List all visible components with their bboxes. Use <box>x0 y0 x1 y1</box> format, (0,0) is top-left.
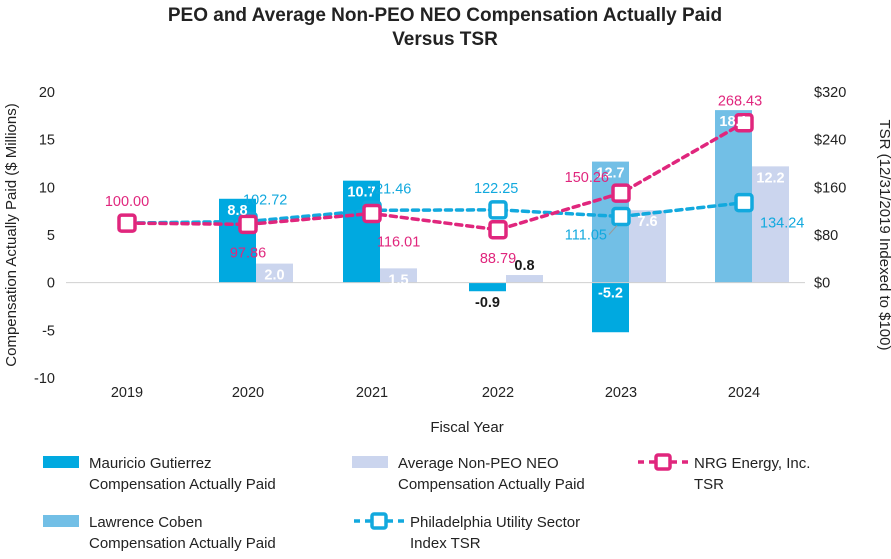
legend-label-line1: Mauricio Gutierrez <box>89 455 212 472</box>
line-nrg-tsr-marker <box>734 112 754 133</box>
bar-non-peo-label: 1.5 <box>388 272 408 288</box>
chart-svg: PEO and Average Non-PEO NEO Compensation… <box>3 5 891 436</box>
x-tick-label: 2019 <box>111 385 143 401</box>
line-nrg-tsr-label: 88.79 <box>480 251 516 267</box>
legend-lawrence-coben: Lawrence Coben Compensation Actually Paid <box>43 512 293 556</box>
line-nrg-tsr-marker <box>488 220 508 240</box>
legend-label-line1: Philadelphia Utility Sector <box>410 514 581 531</box>
line-nrg-tsr-label: 150.26 <box>565 170 609 186</box>
x-tick-label: 2024 <box>728 385 760 401</box>
bar-non-peo-label: 0.8 <box>514 258 534 274</box>
y2-tick-label: $320 <box>814 85 846 101</box>
x-tick-label: 2023 <box>605 385 637 401</box>
x-tick-label: 2022 <box>482 385 514 401</box>
line-nrg-tsr <box>125 120 746 232</box>
bar-non-peo <box>629 210 666 283</box>
y-tick-label: -10 <box>34 371 55 387</box>
bar-gutierrez-label: -0.9 <box>475 295 500 311</box>
legend-label: Mauricio Gutierrez Compensation Actually … <box>89 453 319 495</box>
y-axis-right: $0 $80 $160 $240 $320 <box>814 85 846 292</box>
legend-mauricio-gutierrez: Mauricio Gutierrez Compensation Actually … <box>43 453 293 497</box>
y-tick-label: -5 <box>42 323 55 339</box>
bars-layer <box>219 110 789 333</box>
legend-swatch <box>43 515 79 527</box>
bar-non-peo-label: 2.0 <box>264 268 284 284</box>
chart-title: PEO and Average Non-PEO NEO Compensation… <box>168 5 722 26</box>
legend-label-line2: Compensation Actually Paid <box>398 476 585 493</box>
y-tick-label: 5 <box>47 228 55 244</box>
line-philadelphia-tsr-label: 122.25 <box>474 181 518 197</box>
bar-gutierrez <box>343 180 380 283</box>
legend-line-marker <box>636 453 692 477</box>
bar-non-peo <box>256 263 293 283</box>
line-philadelphia-tsr-label: 134.24 <box>760 216 804 232</box>
bar-non-peo-label: 7.6 <box>637 214 657 230</box>
bar-non-peo <box>380 268 417 283</box>
y2-tick-label: $240 <box>814 133 846 149</box>
legend-label-line1: Average Non-PEO NEO <box>398 455 559 472</box>
line-nrg-tsr-marker <box>611 183 631 203</box>
x-tick-label: 2021 <box>356 385 388 401</box>
legend-label: NRG Energy, Inc. TSR <box>694 453 891 495</box>
legend-label-line1: Lawrence Coben <box>89 514 203 531</box>
y2-axis-title: TSR (12/31/2019 Indexed to $100) <box>876 120 891 351</box>
line-philadelphia-tsr-label: 111.05 <box>565 227 607 243</box>
data-labels-layer: 8.8 10.7 -0.9 -5.2 12.7 18.1 2.0 1.5 0.8 7.6 12.2 1… <box>105 94 805 312</box>
y-axis-title: Compensation Actually Paid ($ Millions) <box>3 103 20 366</box>
line-philadelphia-tsr-label: 102.72 <box>243 192 287 208</box>
x-axis: 2019 2020 2021 2022 2023 2024 <box>66 282 805 401</box>
line-nrg-tsr-label: 116.01 <box>377 235 420 251</box>
legend-label: Philadelphia Utility Sector Index TSR <box>410 512 640 554</box>
y-tick-label: 15 <box>39 133 55 149</box>
bar-coben-label: 12.7 <box>596 166 624 182</box>
line-philadelphia-tsr-marker <box>488 200 508 220</box>
line-nrg-tsr-label: 97.86 <box>230 245 266 261</box>
legend-average-non-peo: Average Non-PEO NEO Compensation Actually… <box>352 453 602 497</box>
legend-label-line1: NRG Energy, Inc. <box>694 455 811 472</box>
bar-coben-label: 18.1 <box>719 114 747 130</box>
bar-gutierrez <box>592 282 629 333</box>
y2-tick-label: $0 <box>814 276 830 292</box>
legend-philadelphia-tsr: Philadelphia Utility Sector Index TSR <box>352 512 602 556</box>
line-nrg-tsr-marker <box>362 203 382 224</box>
line-philadelphia-tsr-marker <box>611 206 631 227</box>
y-tick-label: 10 <box>39 180 55 196</box>
y-tick-label: 20 <box>39 85 55 101</box>
legend-label: Average Non-PEO NEO Compensation Actually… <box>398 453 628 495</box>
bar-gutierrez-label: 10.7 <box>347 185 375 201</box>
line-nrg-tsr-marker <box>238 214 258 235</box>
line-nrg-tsr-label: 268.43 <box>718 94 762 110</box>
legend-label-line2: Index TSR <box>410 535 481 552</box>
legend-label-line2: Compensation Actually Paid <box>89 476 276 493</box>
legend-nrg-tsr: NRG Energy, Inc. TSR <box>636 453 886 497</box>
line-nrg-tsr-label: 100.00 <box>105 194 149 210</box>
line-philadelphia-tsr-marker <box>734 192 754 213</box>
bar-gutierrez <box>469 282 506 292</box>
leader-line <box>608 225 618 235</box>
y-tick-label: 0 <box>47 276 55 292</box>
lines-layer <box>117 112 754 240</box>
legend-label-line2: Compensation Actually Paid <box>89 535 276 552</box>
legend-swatch <box>352 456 388 468</box>
chart-title-line2: Versus TSR <box>392 29 498 50</box>
legend-swatch <box>43 456 79 468</box>
x-axis-title: Fiscal Year <box>430 419 503 436</box>
x-tick-label: 2020 <box>232 385 264 401</box>
line-philadelphia-tsr-label: 121.46 <box>367 181 411 197</box>
y2-tick-label: $160 <box>814 180 846 196</box>
bar-non-peo <box>752 166 789 283</box>
bar-gutierrez-label: -5.2 <box>598 286 623 302</box>
bar-non-peo <box>506 275 543 283</box>
legend-label-line2: TSR <box>694 476 724 493</box>
y-axis-left: -10 -5 0 5 10 15 20 <box>34 85 55 387</box>
legend-line-marker <box>352 512 408 536</box>
y2-tick-label: $80 <box>814 228 838 244</box>
legend-label: Lawrence Coben Compensation Actually Paid <box>89 512 319 554</box>
bar-non-peo-label: 12.2 <box>756 170 784 186</box>
line-nrg-tsr-marker <box>117 213 137 233</box>
bar-gutierrez-label: 8.8 <box>227 203 247 219</box>
line-philadelphia-tsr <box>125 200 746 225</box>
